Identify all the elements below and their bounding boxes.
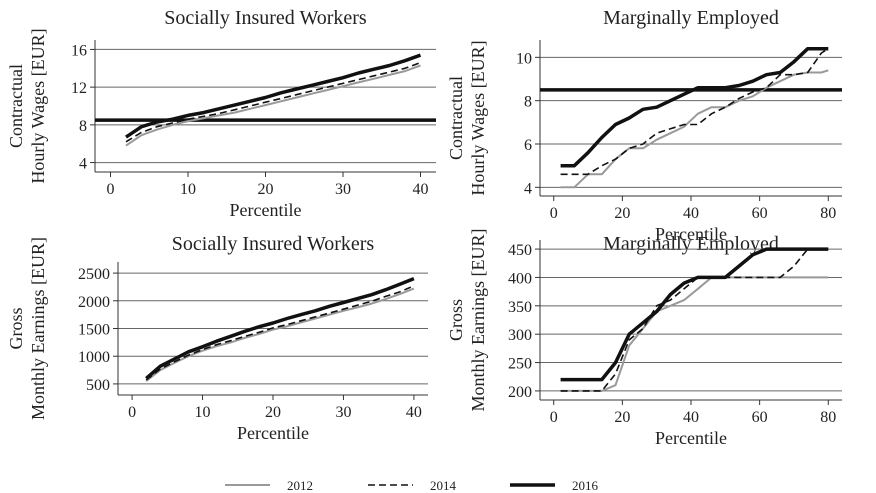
x-tick-label: 80 <box>820 205 836 222</box>
series-line <box>560 46 829 168</box>
y-axis-label: Contractual <box>6 64 26 148</box>
series-line <box>560 69 829 189</box>
y-axis-label: Monthly Earnings [EUR] <box>28 237 48 420</box>
x-tick-label: 20 <box>614 205 630 222</box>
y-tick-label: 200 <box>508 384 532 401</box>
series-line <box>145 287 415 382</box>
y-tick-label: 1000 <box>78 349 110 366</box>
y-tick-label: 8 <box>524 94 532 111</box>
x-tick-label: 60 <box>752 205 768 222</box>
x-tick-label: 30 <box>335 181 351 198</box>
y-tick-label: 10 <box>516 50 532 67</box>
chart-title: Socially Insured Workers <box>164 7 367 29</box>
x-axis-label: Percentile <box>230 200 302 220</box>
x-tick-label: 30 <box>335 404 351 421</box>
x-tick-label: 0 <box>550 409 558 426</box>
y-tick-label: 4 <box>79 156 87 173</box>
y-tick-label: 2500 <box>78 266 110 283</box>
y-tick-label: 500 <box>86 377 110 394</box>
legend-label: 2014 <box>430 478 457 493</box>
x-tick-label: 0 <box>550 205 558 222</box>
x-tick-label: 0 <box>107 181 115 198</box>
series-line <box>125 61 421 143</box>
x-tick-label: 10 <box>180 181 196 198</box>
x-tick-label: 40 <box>683 205 699 222</box>
y-tick-label: 300 <box>508 327 532 344</box>
x-tick-label: 20 <box>258 181 274 198</box>
y-tick-label: 6 <box>524 137 532 154</box>
y-tick-label: 2000 <box>78 294 110 311</box>
series-line <box>145 285 415 381</box>
x-tick-label: 20 <box>614 409 630 426</box>
series-line <box>125 53 422 139</box>
series-line <box>560 276 829 392</box>
y-axis-label: Gross <box>446 299 466 341</box>
y-tick-label: 8 <box>79 118 87 135</box>
y-axis-label: Gross <box>6 307 26 349</box>
y-axis-label: Monthly Earnings [EUR] <box>468 229 488 412</box>
x-tick-label: 80 <box>820 409 836 426</box>
x-axis-label: Percentile <box>655 428 727 448</box>
x-tick-label: 0 <box>128 404 136 421</box>
x-tick-label: 60 <box>752 409 768 426</box>
series-line <box>145 276 415 380</box>
x-tick-label: 40 <box>683 409 699 426</box>
chart-title: Marginally Employed <box>603 233 779 255</box>
series-line <box>560 48 829 176</box>
y-tick-label: 350 <box>508 299 532 316</box>
y-tick-label: 16 <box>71 42 87 59</box>
y-tick-label: 1500 <box>78 322 110 339</box>
y-tick-label: 450 <box>508 242 532 259</box>
y-tick-label: 12 <box>71 80 87 97</box>
chart-title: Marginally Employed <box>603 7 779 29</box>
x-tick-label: 20 <box>265 404 281 421</box>
x-tick-label: 40 <box>406 404 422 421</box>
y-axis-label: Contractual <box>446 76 466 160</box>
series-line <box>560 247 829 382</box>
y-tick-label: 4 <box>524 180 532 197</box>
legend-label: 2012 <box>287 478 313 493</box>
x-tick-label: 40 <box>413 181 429 198</box>
legend-label: 2016 <box>572 478 599 493</box>
x-axis-label: Percentile <box>655 224 727 244</box>
y-tick-label: 250 <box>508 356 532 373</box>
x-tick-label: 10 <box>195 404 211 421</box>
series-line <box>560 248 829 392</box>
y-axis-label: Hourly Wages [EUR] <box>468 40 488 195</box>
chart-title: Socially Insured Workers <box>172 233 375 255</box>
series-line <box>125 64 421 147</box>
y-axis-label: Hourly Wages [EUR] <box>28 28 48 183</box>
y-tick-label: 400 <box>508 270 532 287</box>
x-axis-label: Percentile <box>237 423 309 443</box>
